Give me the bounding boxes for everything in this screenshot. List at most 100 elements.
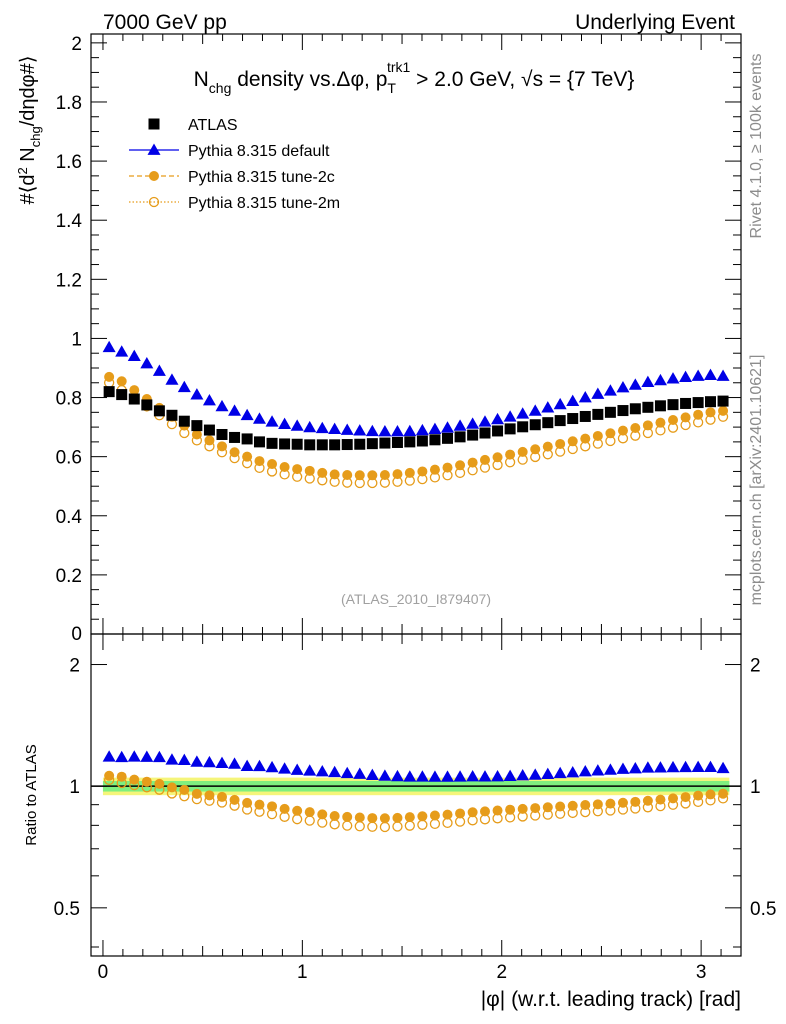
ratio-point-tune2c [229, 794, 240, 805]
data-point-atlas [454, 431, 466, 443]
ratio-point-tune2c [104, 770, 115, 781]
data-point-default [415, 423, 429, 436]
data-point-default [340, 423, 354, 435]
ratio-point-tune2c [154, 778, 165, 789]
data-point-default [641, 375, 655, 388]
data-point-tune2c [104, 371, 115, 382]
ratio-point-tune2c [617, 797, 628, 808]
data-point-atlas [604, 406, 616, 418]
data-point-default [378, 425, 392, 437]
data-point-tune2c [693, 409, 704, 420]
ratio-point-tune2c [655, 794, 666, 805]
ratio-point-tune2c [342, 811, 353, 822]
data-point-tune2c [455, 460, 466, 471]
data-point-atlas [116, 389, 128, 401]
data-point-default [628, 378, 642, 390]
side-label-rivet: Rivet 4.1.0, ≥ 100k events [748, 54, 765, 239]
data-point-default [403, 424, 417, 437]
data-point-atlas [178, 415, 190, 427]
data-point-default [453, 419, 467, 431]
ratio-point-default [215, 756, 229, 768]
data-point-default [566, 394, 580, 406]
data-point-tune2c [342, 469, 353, 480]
main-y-ticks [91, 42, 741, 635]
data-point-tune2c [467, 457, 478, 468]
data-point-default [215, 399, 229, 412]
ratio-point-tune2c [567, 800, 578, 811]
data-point-atlas [642, 401, 654, 413]
legend-label-atlas: ATLAS [188, 117, 238, 134]
ratio-y-tick-label-right: 2 [750, 656, 761, 677]
data-point-tune2c [605, 428, 616, 439]
ratio-point-tune2c [530, 803, 541, 814]
x-tick-label: 2 [496, 962, 507, 983]
ratio-point-default [140, 750, 154, 762]
data-point-atlas [504, 423, 516, 435]
ratio-point-tune2c [642, 795, 653, 806]
data-point-default [541, 401, 555, 413]
data-point-tune2c [655, 417, 666, 428]
ratio-point-default [115, 750, 129, 763]
ratio-point-default [390, 769, 404, 782]
data-point-tune2c [317, 467, 328, 478]
x-tick-label: 3 [696, 962, 707, 983]
ratio-point-tune2c [668, 793, 679, 804]
data-point-default [553, 397, 567, 410]
side-label-mcplots: mcplots.cern.ch [arXiv:2401.10621] [748, 355, 765, 606]
data-point-atlas [279, 438, 291, 450]
data-point-tune2c [718, 405, 729, 416]
data-point-tune2c [229, 447, 240, 458]
ratio-point-tune2c [367, 813, 378, 824]
data-point-default [516, 407, 530, 419]
ratio-point-tune2m [304, 815, 315, 826]
ratio-point-default [466, 770, 480, 782]
main-y-tick-label: 1.8 [56, 93, 82, 114]
x-axis-label: |φ| (w.r.t. leading track) [rad] [481, 988, 741, 1011]
ratio-point-tune2c [392, 812, 403, 823]
ratio-point-tune2c [166, 782, 177, 793]
data-point-default [177, 380, 191, 393]
ratio-point-tune2m [367, 821, 378, 832]
ratio-point-tune2c [116, 771, 127, 782]
data-point-tune2c [191, 429, 202, 440]
data-point-atlas [291, 438, 303, 450]
main-y-tick-label: 1.2 [56, 270, 82, 291]
data-point-default [428, 422, 442, 435]
data-point-tune2c [442, 462, 453, 473]
data-point-default [240, 408, 254, 421]
data-point-tune2c [505, 449, 516, 460]
ratio-point-tune2c [292, 805, 303, 816]
data-point-atlas [379, 437, 391, 449]
ratio-point-default [528, 768, 542, 780]
data-point-default [353, 424, 367, 436]
ratio-point-tune2c [517, 803, 528, 814]
data-point-default [528, 404, 542, 416]
ratio-point-default [165, 753, 179, 765]
ratio-point-default [252, 759, 266, 772]
data-point-atlas [241, 433, 253, 445]
data-point-atlas [316, 439, 328, 451]
ratio-point-default [603, 763, 617, 775]
ratio-point-default [378, 769, 392, 781]
ratio-point-default [340, 766, 354, 779]
data-point-tune2c [567, 436, 578, 447]
main-y-tick-label: 0.4 [56, 507, 83, 528]
ratio-point-default [541, 767, 555, 779]
ratio-point-default [503, 769, 517, 781]
ratio-point-default [478, 770, 492, 782]
data-point-atlas [579, 410, 591, 422]
ratio-point-default [278, 762, 292, 774]
ratio-point-tune2m [404, 820, 415, 831]
data-point-tune2c [642, 420, 653, 431]
ratio-point-default [591, 764, 605, 776]
main-y-tick-label: 0.2 [56, 566, 82, 587]
ratio-point-tune2c [555, 801, 566, 812]
ratio-point-default [240, 759, 254, 771]
data-point-default [228, 404, 242, 416]
data-point-tune2c [492, 452, 503, 463]
legend-label-tune2m: Pythia 8.315 tune-2m [188, 195, 340, 212]
ratio-point-tune2m [454, 816, 466, 827]
data-point-default [152, 364, 166, 376]
ratio-point-tune2c [705, 789, 716, 800]
legend: ATLAS Pythia 8.315 default Pythia 8.315 tu… [129, 117, 340, 212]
